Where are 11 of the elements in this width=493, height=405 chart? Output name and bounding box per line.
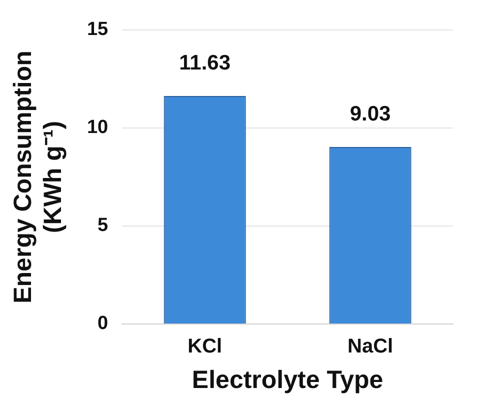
data-label: 11.63: [179, 51, 231, 74]
text: Energy Consumption: [8, 50, 37, 304]
y-tick-label: 0: [98, 313, 108, 334]
y-tick-label: 10: [86, 117, 108, 138]
y-tick-label: 15: [86, 19, 109, 40]
x-tick-label: NaCl: [347, 336, 394, 358]
x-axis-title: Electrolyte Type: [192, 366, 384, 394]
y-tick-label: 5: [98, 215, 109, 236]
text: (KWh g⁻¹): [38, 120, 67, 234]
data-label: 9.03: [350, 102, 391, 126]
x-tick-label: KCl: [188, 336, 222, 358]
